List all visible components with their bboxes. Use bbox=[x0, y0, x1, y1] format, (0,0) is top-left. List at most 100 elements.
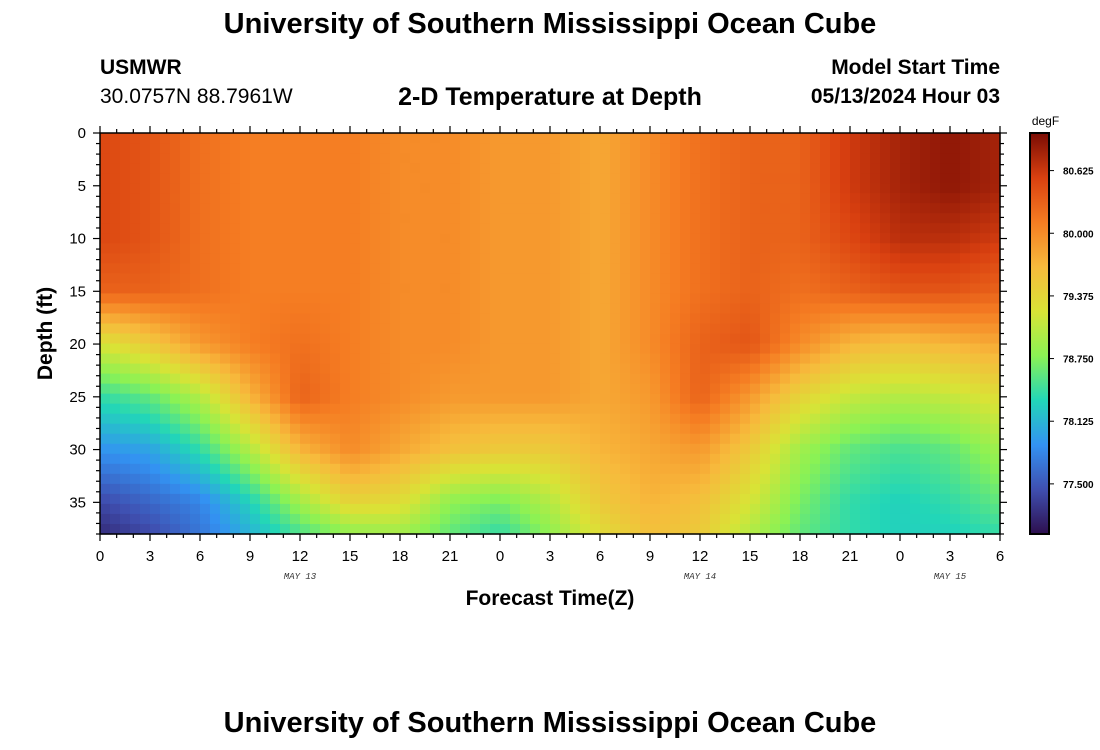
heatmap-cell bbox=[470, 313, 481, 325]
heatmap-cell bbox=[530, 443, 541, 455]
heatmap-cell bbox=[890, 293, 901, 305]
heatmap-cell bbox=[830, 363, 841, 375]
heatmap-cell bbox=[380, 423, 391, 435]
heatmap-cell bbox=[110, 203, 121, 214]
heatmap-cell bbox=[110, 383, 121, 395]
heatmap-cell bbox=[860, 163, 871, 174]
heatmap-cell bbox=[630, 283, 641, 295]
heatmap-cell bbox=[460, 413, 471, 425]
y-tick-label: 0 bbox=[78, 125, 86, 142]
heatmap-cell bbox=[480, 153, 491, 164]
heatmap-cell bbox=[610, 253, 621, 264]
heatmap-cell bbox=[130, 453, 141, 465]
heatmap-cell bbox=[170, 203, 181, 214]
heatmap-cell bbox=[300, 453, 311, 465]
heatmap-cell bbox=[860, 203, 871, 214]
heatmap-cell bbox=[210, 423, 221, 435]
heatmap-cell bbox=[160, 383, 171, 395]
heatmap-cell bbox=[680, 403, 691, 415]
heatmap-cell bbox=[260, 253, 271, 264]
heatmap-cell bbox=[150, 333, 161, 345]
heatmap-cell bbox=[410, 263, 421, 274]
heatmap-cell bbox=[500, 493, 511, 505]
heatmap-cell bbox=[810, 503, 821, 515]
heatmap-cell bbox=[830, 413, 841, 425]
heatmap-cell bbox=[420, 373, 431, 385]
heatmap-cell bbox=[890, 503, 901, 515]
heatmap-cell bbox=[670, 503, 681, 515]
heatmap-cell bbox=[880, 273, 891, 284]
heatmap-cell bbox=[810, 173, 821, 184]
heatmap-cell bbox=[940, 223, 951, 234]
heatmap-cell bbox=[420, 463, 431, 475]
heatmap-cell bbox=[540, 163, 551, 174]
heatmap-cell bbox=[150, 163, 161, 174]
heatmap-cell bbox=[440, 193, 451, 204]
heatmap-cell bbox=[470, 393, 481, 405]
heatmap-cell bbox=[860, 283, 871, 295]
heatmap-cell bbox=[710, 393, 721, 405]
heatmap-cell bbox=[710, 353, 721, 365]
heatmap-cell bbox=[440, 523, 451, 535]
heatmap-cell bbox=[550, 153, 561, 164]
heatmap-cell bbox=[600, 173, 611, 184]
heatmap-cell bbox=[890, 323, 901, 335]
heatmap-cell bbox=[950, 513, 961, 525]
heatmap-cell bbox=[800, 473, 811, 485]
heatmap-cell bbox=[830, 423, 841, 435]
heatmap-cell bbox=[120, 523, 131, 535]
heatmap-cell bbox=[900, 313, 911, 325]
heatmap-cell bbox=[870, 473, 881, 485]
heatmap-cell bbox=[970, 233, 981, 244]
heatmap-cell bbox=[910, 413, 921, 425]
heatmap-cell bbox=[690, 363, 701, 375]
heatmap-cell bbox=[530, 203, 541, 214]
heatmap-cell bbox=[370, 423, 381, 435]
heatmap-cell bbox=[150, 323, 161, 335]
heatmap-cell bbox=[390, 323, 401, 335]
heatmap-cell bbox=[150, 343, 161, 355]
heatmap-cell bbox=[130, 513, 141, 525]
heatmap-cell bbox=[280, 493, 291, 505]
heatmap-cell bbox=[300, 413, 311, 425]
heatmap-cell bbox=[240, 503, 251, 515]
heatmap-cell bbox=[380, 383, 391, 395]
heatmap-cell bbox=[640, 243, 651, 254]
heatmap-cell bbox=[710, 173, 721, 184]
heatmap-cell bbox=[740, 193, 751, 204]
heatmap-cell bbox=[770, 353, 781, 365]
heatmap-cell bbox=[850, 183, 861, 194]
heatmap-cell bbox=[700, 263, 711, 274]
heatmap-cell bbox=[570, 153, 581, 164]
heatmap-cell bbox=[740, 393, 751, 405]
heatmap-cell bbox=[980, 473, 991, 485]
heatmap-cell bbox=[350, 383, 361, 395]
heatmap-cell bbox=[360, 303, 371, 315]
heatmap-cell bbox=[140, 503, 151, 515]
heatmap-cell bbox=[760, 373, 771, 385]
heatmap-cell bbox=[320, 263, 331, 274]
heatmap-cell bbox=[830, 333, 841, 345]
heatmap-cell bbox=[600, 293, 611, 305]
heatmap-cell bbox=[690, 153, 701, 164]
heatmap-cell bbox=[310, 213, 321, 224]
heatmap-cell bbox=[830, 493, 841, 505]
heatmap-cell bbox=[560, 313, 571, 325]
heatmap-cell bbox=[460, 263, 471, 274]
heatmap-cell bbox=[930, 283, 941, 295]
heatmap-cell bbox=[510, 213, 521, 224]
heatmap-cell bbox=[930, 263, 941, 274]
heatmap-cell bbox=[840, 453, 851, 465]
heatmap-cell bbox=[120, 363, 131, 375]
heatmap-cell bbox=[720, 323, 731, 335]
heatmap-cell bbox=[760, 253, 771, 264]
heatmap-cell bbox=[290, 283, 301, 295]
heatmap-cell bbox=[340, 313, 351, 325]
heatmap-cell bbox=[730, 303, 741, 315]
heatmap-cell bbox=[200, 383, 211, 395]
heatmap-cell bbox=[240, 223, 251, 234]
heatmap-cell bbox=[180, 233, 191, 244]
heatmap-cell bbox=[740, 163, 751, 174]
heatmap-cell bbox=[380, 333, 391, 345]
heatmap-cell bbox=[690, 173, 701, 184]
